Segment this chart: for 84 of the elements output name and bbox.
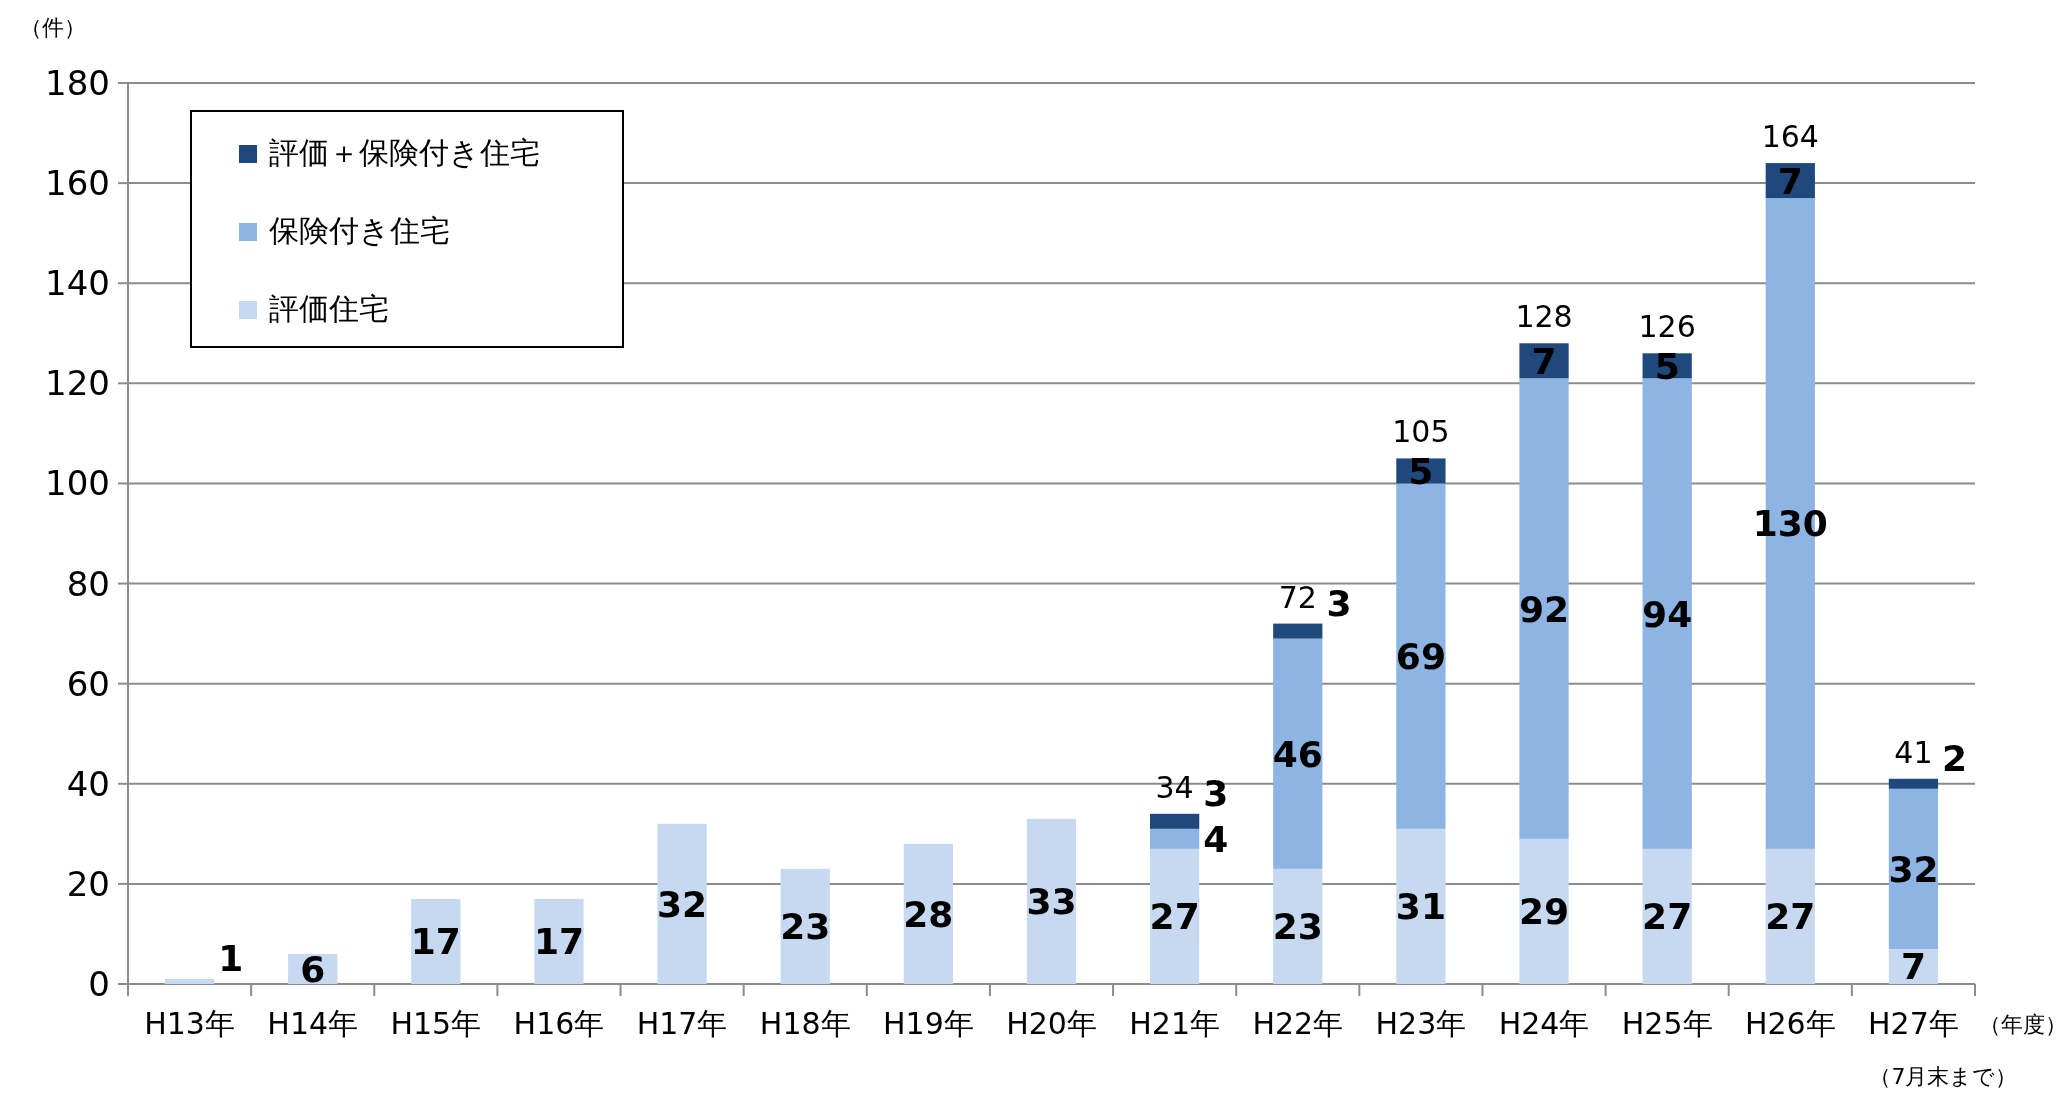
y-tick-label: 180	[45, 63, 110, 103]
x-tick-label: H25年	[1621, 1006, 1713, 1041]
x-tick-label: H19年	[883, 1006, 974, 1041]
y-tick-label: 120	[45, 363, 110, 404]
data-label: 32	[657, 883, 708, 925]
data-label: 31	[1395, 886, 1446, 928]
x-tick-label: H14年	[267, 1006, 359, 1041]
x-tick-label: H15年	[390, 1006, 482, 1041]
data-label: 28	[903, 893, 954, 935]
y-tick-label: 140	[45, 263, 110, 304]
bar	[1150, 828, 1200, 849]
data-label: 1	[218, 937, 244, 979]
bar	[1519, 378, 1569, 839]
x-tick-label: H22年	[1252, 1006, 1344, 1041]
total-label: 72	[1278, 579, 1317, 615]
y-axis-title: （件）	[20, 15, 86, 40]
bar	[1888, 778, 1939, 789]
total-label: 41	[1894, 734, 1933, 770]
x-axis-title: （年度）	[1979, 1012, 2062, 1037]
total-label: 164	[1761, 119, 1819, 155]
y-tick-label: 80	[66, 563, 110, 604]
data-label: 6	[300, 948, 326, 990]
data-label: 69	[1395, 636, 1446, 678]
x-tick-label: H24年	[1498, 1006, 1590, 1041]
bar	[1396, 483, 1446, 829]
data-label: 4	[1203, 818, 1229, 860]
bar	[1519, 838, 1569, 984]
data-label: 27	[1642, 896, 1693, 938]
bar	[164, 978, 215, 984]
legend-label: 評価＋保険付き住宅	[269, 135, 540, 170]
data-label: 23	[780, 906, 831, 948]
x-tick-label: H13年	[144, 1006, 235, 1041]
y-tick-label: 40	[66, 763, 110, 804]
total-label: 126	[1638, 309, 1696, 345]
total-label: 105	[1392, 414, 1450, 450]
bar	[1150, 813, 1200, 829]
y-tick-label: 160	[45, 163, 110, 204]
x-tick-label: H16年	[513, 1006, 605, 1041]
data-label: 94	[1642, 593, 1693, 635]
bar	[1396, 828, 1446, 984]
bar	[1765, 848, 1815, 984]
x-tick-label: H27年	[1868, 1006, 1959, 1041]
data-label: 5	[1654, 345, 1680, 387]
x-tick-label: H26年	[1744, 1006, 1836, 1041]
total-label: 128	[1515, 299, 1573, 335]
data-label: 17	[410, 921, 461, 963]
data-label: 33	[1026, 881, 1077, 923]
data-label: 2	[1942, 737, 1968, 779]
total-label: 34	[1155, 769, 1194, 805]
y-tick-label: 60	[66, 663, 110, 704]
data-label: 23	[1272, 906, 1323, 948]
bar	[657, 823, 707, 984]
data-label: 7	[1900, 946, 1926, 988]
data-label: 3	[1326, 582, 1352, 624]
x-tick-label: H17年	[636, 1006, 728, 1041]
data-label: 92	[1518, 588, 1570, 630]
text: （7月末まで）	[1869, 1064, 2018, 1089]
data-label: 5	[1408, 450, 1434, 492]
x-tick-label: H18年	[759, 1006, 851, 1041]
bar	[1642, 848, 1692, 984]
data-label: 46	[1272, 733, 1323, 775]
data-label: 32	[1888, 848, 1939, 890]
bar	[1026, 818, 1077, 984]
data-label: 3	[1203, 772, 1229, 814]
bar	[1642, 378, 1692, 849]
bar	[1273, 623, 1323, 639]
data-label: 130	[1752, 503, 1828, 545]
bar	[1150, 848, 1200, 984]
data-label: 17	[533, 921, 585, 963]
x-tick-label: H21年	[1129, 1006, 1220, 1041]
data-label: 29	[1518, 891, 1570, 933]
legend-label: 評価住宅	[269, 291, 389, 326]
x-tick-label: H20年	[1006, 1006, 1097, 1041]
data-label: 7	[1777, 160, 1803, 202]
legend-label: 保険付き住宅	[269, 213, 450, 248]
data-label: 27	[1765, 896, 1816, 938]
y-tick-label: 20	[66, 863, 110, 904]
bar	[1273, 638, 1323, 869]
data-label: 27	[1149, 896, 1200, 938]
y-tick-label: 100	[45, 463, 110, 504]
x-tick-label: H23年	[1375, 1006, 1467, 1041]
data-label: 7	[1531, 340, 1557, 382]
y-tick-label: 0	[88, 964, 110, 1004]
bar	[1888, 788, 1939, 949]
